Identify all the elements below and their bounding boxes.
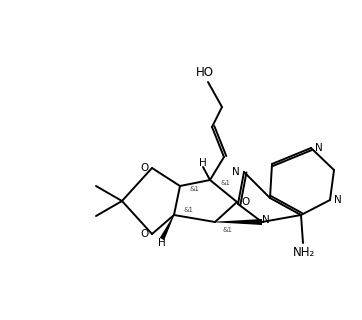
Text: N: N (262, 215, 270, 225)
Text: N: N (315, 143, 323, 153)
Text: &1: &1 (220, 180, 230, 186)
Text: &1: &1 (189, 186, 199, 192)
Text: &1: &1 (183, 207, 193, 213)
Text: N: N (232, 167, 240, 177)
Text: H: H (158, 238, 166, 248)
Text: N: N (334, 195, 342, 205)
Text: O: O (140, 229, 148, 239)
Text: HO: HO (196, 66, 214, 78)
Text: O: O (140, 163, 148, 173)
Text: H: H (199, 158, 207, 168)
Polygon shape (160, 215, 174, 240)
Text: NH₂: NH₂ (293, 246, 315, 260)
Polygon shape (215, 219, 262, 225)
Text: O: O (241, 197, 249, 207)
Text: &1: &1 (222, 227, 232, 233)
